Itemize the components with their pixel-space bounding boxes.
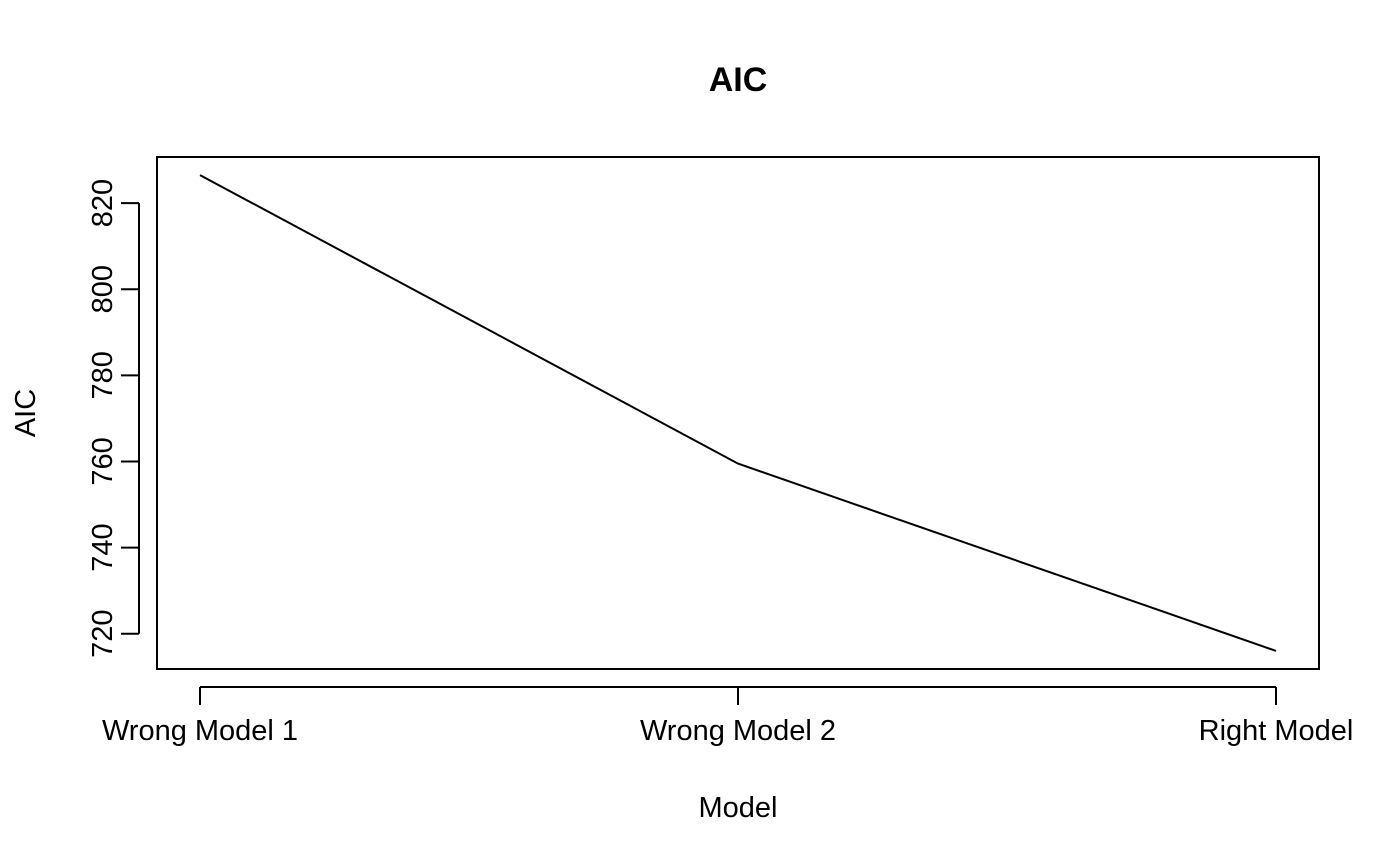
y-tick-label: 760 bbox=[87, 437, 119, 485]
y-tick-label: 780 bbox=[87, 351, 119, 399]
chart-title: AIC bbox=[709, 61, 768, 99]
x-axis: Wrong Model 1 Wrong Model 2 Right Model bbox=[102, 686, 1354, 747]
x-axis-label: Model bbox=[699, 792, 778, 824]
series-line bbox=[199, 174, 1277, 652]
y-axis: 720 740 760 780 800 820 bbox=[87, 179, 140, 658]
x-tick-label: Wrong Model 1 bbox=[102, 715, 298, 747]
plot-frame bbox=[156, 156, 1320, 670]
y-tick-label: 800 bbox=[87, 265, 119, 313]
y-tick-label: 720 bbox=[87, 609, 119, 657]
x-tick-label: Right Model bbox=[1199, 715, 1354, 747]
x-tick-label: Wrong Model 2 bbox=[640, 715, 836, 747]
y-axis-label: AIC bbox=[10, 389, 42, 437]
y-tick-label: 820 bbox=[87, 179, 119, 227]
y-tick-label: 740 bbox=[87, 523, 119, 571]
series-group bbox=[199, 174, 1277, 652]
